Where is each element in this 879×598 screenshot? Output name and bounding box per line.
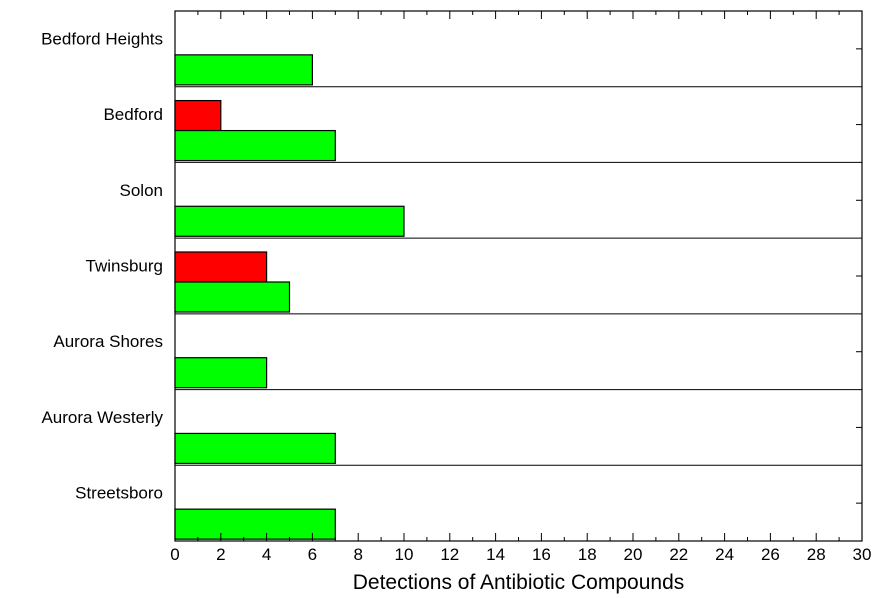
category-label: Aurora Shores — [53, 332, 163, 351]
x-tick-label: 20 — [624, 545, 643, 564]
bars — [174, 54, 405, 540]
x-tick-label: 8 — [353, 545, 362, 564]
x-axis-title: Detections of Antibiotic Compounds — [353, 571, 685, 594]
bar-green-bedford-heights — [174, 54, 313, 86]
x-tick-label: 22 — [669, 545, 688, 564]
x-tick-label: 2 — [216, 545, 225, 564]
x-tick-label: 14 — [486, 545, 505, 564]
bar-green-twinsburg — [174, 281, 291, 313]
category-label: Streetsboro — [75, 484, 163, 503]
category-label: Aurora Westerly — [41, 408, 163, 427]
x-tick-label: 16 — [532, 545, 551, 564]
bar-green-bedford — [174, 129, 336, 162]
x-tick-label: 30 — [853, 545, 872, 564]
x-tick-label: 18 — [578, 545, 597, 564]
axis-ticks — [174, 11, 863, 541]
x-tick-label: 12 — [440, 545, 459, 564]
category-label: Solon — [120, 181, 163, 200]
category-label: Bedford — [103, 105, 163, 124]
category-separators — [175, 86, 862, 466]
bar-red-bedford — [174, 99, 222, 132]
bar-green-streetsboro — [174, 508, 336, 540]
x-tick-labels: 0 2 4 6 8 10 12 14 16 18 20 22 24 26 28 30 — [170, 545, 871, 564]
x-tick-label: 10 — [395, 545, 414, 564]
bar-green-aurora-westerly — [174, 432, 336, 465]
x-tick-label: 24 — [715, 545, 734, 564]
bar-green-solon — [174, 205, 405, 237]
bar-green-aurora-shores — [174, 357, 268, 389]
x-tick-label: 28 — [807, 545, 826, 564]
x-tick-label: 26 — [761, 545, 780, 564]
x-tick-label: 6 — [308, 545, 317, 564]
x-tick-label: 0 — [170, 545, 179, 564]
category-label: Twinsburg — [86, 256, 163, 275]
x-tick-label: 4 — [262, 545, 271, 564]
category-labels: Bedford Heights Bedford Solon Twinsburg Auro… — [41, 29, 163, 502]
bar-red-twinsburg — [174, 251, 268, 283]
category-label: Bedford Heights — [41, 29, 163, 48]
